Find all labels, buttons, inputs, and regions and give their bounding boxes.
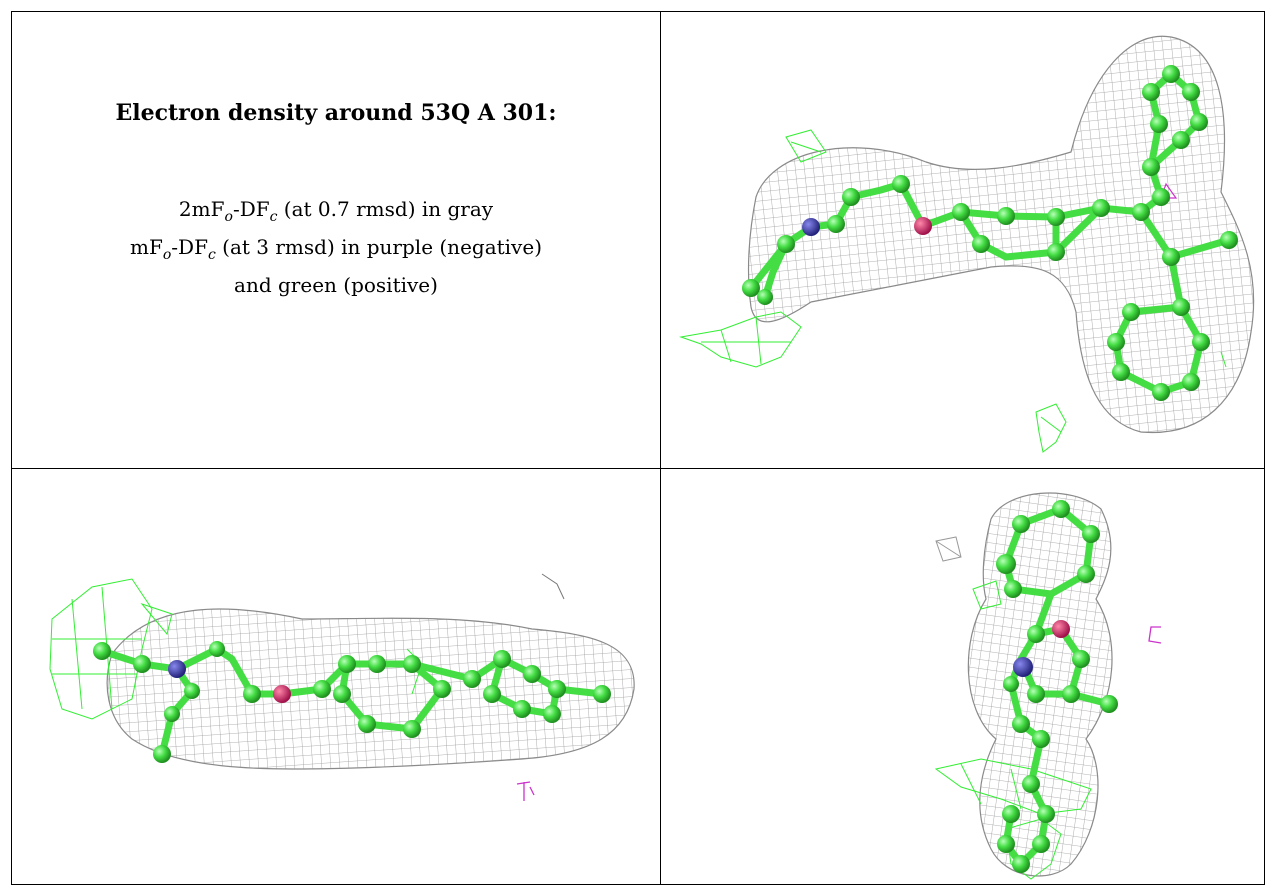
positive-difference-mesh: [679, 129, 1227, 453]
caption-cell: Electron density around 53Q A 301: 2mFo-…: [12, 12, 660, 468]
grid-horizontal-divider: [12, 468, 1264, 469]
density-mesh: [747, 35, 1255, 434]
legend-line-2fofc: 2mFo-DFc (at 0.7 rmsd) in gray: [178, 197, 494, 225]
figure-grid: Electron density around 53Q A 301: 2mFo-…: [11, 11, 1265, 885]
legend-line-fofc: mFo-DFc (at 3 rmsd) in purple (negative): [130, 235, 542, 263]
legend-line-positive: and green (positive): [234, 273, 438, 297]
molecule-density-view-3-icon: [934, 492, 1162, 880]
molecule-density-view-1-icon: [679, 35, 1255, 453]
figure-title: Electron density around 53Q A 301:: [115, 100, 557, 126]
density-view-bottom-right: [661, 469, 1265, 885]
density-view-bottom-left: [12, 469, 660, 885]
ligand-atoms: [742, 65, 1238, 401]
ligand-atoms: [93, 641, 611, 763]
molecule-density-view-2-icon: [49, 573, 635, 801]
ligand-atoms: [996, 500, 1118, 873]
gray-fragment: [935, 536, 962, 562]
negative-difference-mesh: [516, 781, 535, 801]
density-mesh: [106, 608, 635, 770]
gray-fragment: [541, 573, 565, 600]
grid-vertical-divider: [660, 12, 661, 884]
legend-text: 2mFo-DFc (at 0.7 rmsd) in gray mFo-DFc (…: [12, 194, 660, 300]
density-view-top-right: [661, 12, 1265, 468]
negative-difference-mesh: [1148, 626, 1162, 644]
